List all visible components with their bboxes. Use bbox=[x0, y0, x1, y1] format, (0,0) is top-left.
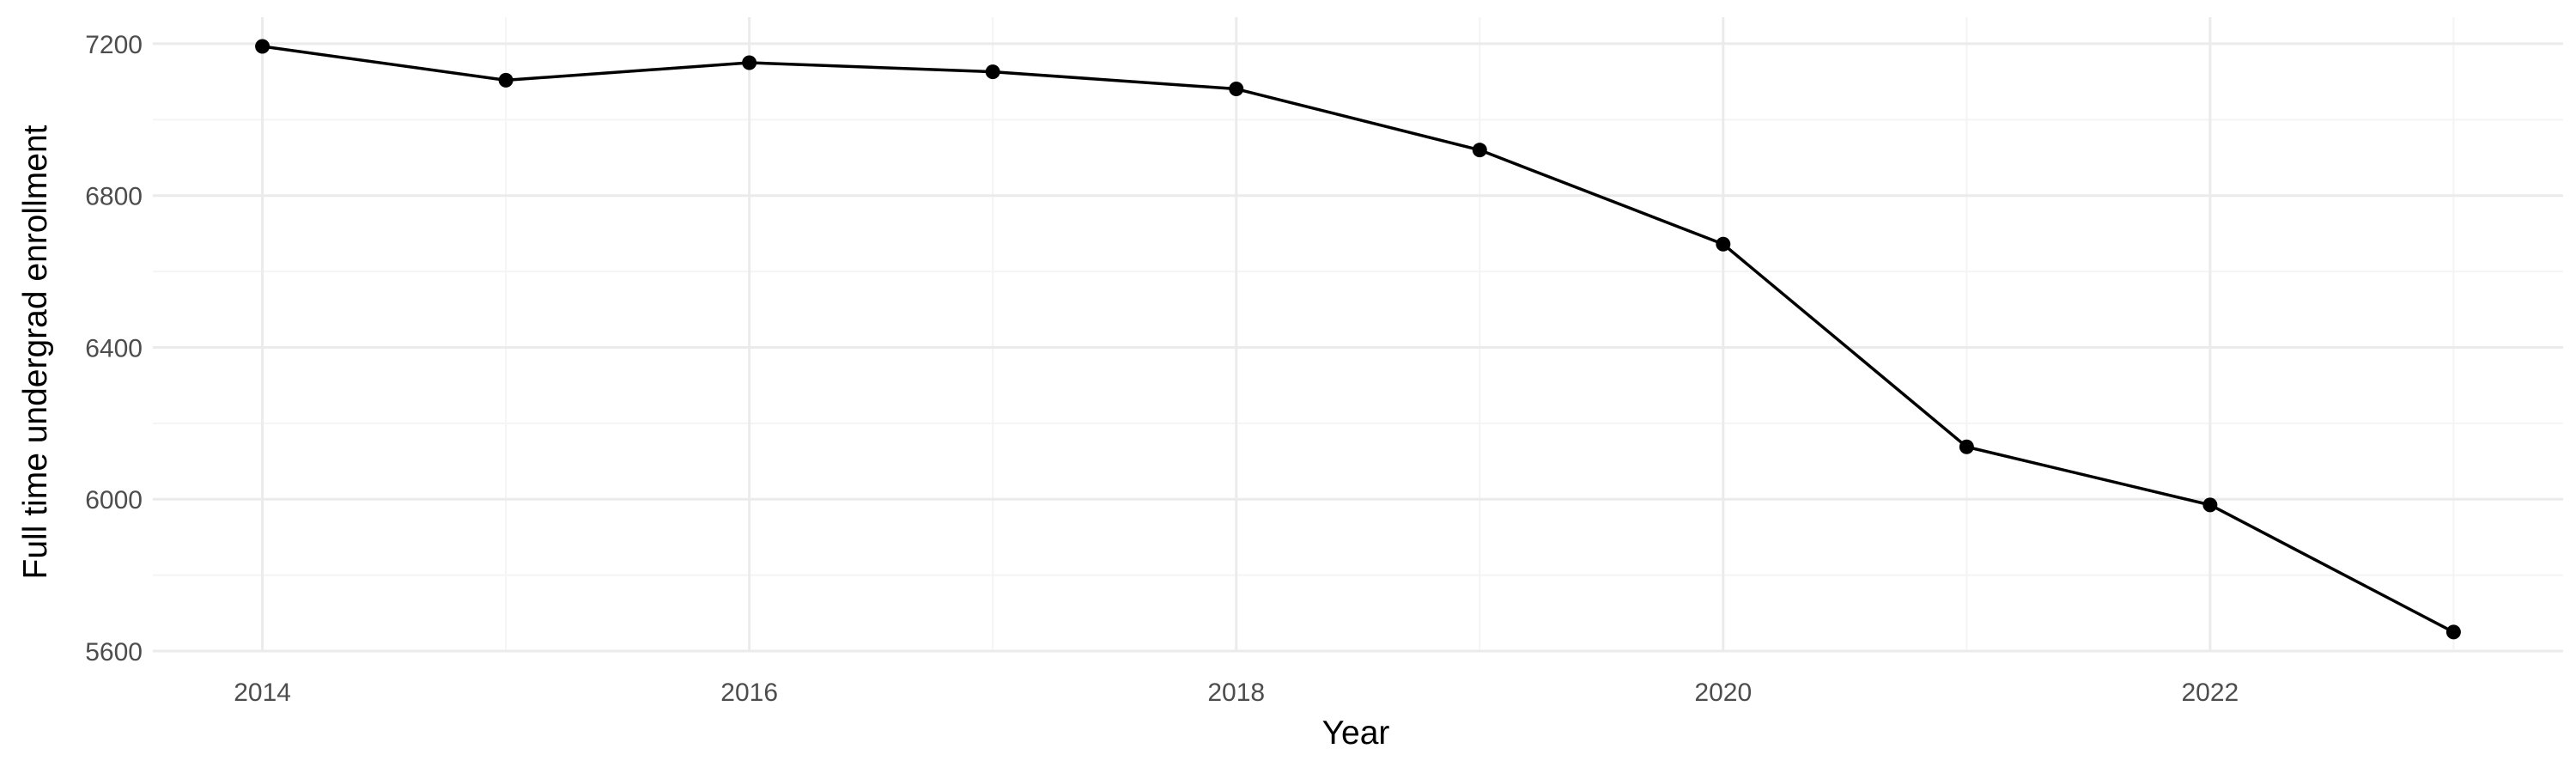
x-tick-label: 2016 bbox=[720, 679, 778, 707]
x-tick-label: 2022 bbox=[2181, 679, 2239, 707]
series-line bbox=[262, 45, 2455, 634]
x-tick-label: 2018 bbox=[1207, 679, 1265, 707]
data-point-2015 bbox=[498, 72, 513, 88]
minor-gridlines bbox=[153, 17, 2563, 651]
y-tick-label: 5600 bbox=[85, 638, 143, 666]
points-layer bbox=[255, 39, 2461, 640]
data-point-2016 bbox=[742, 55, 757, 70]
x-tick-labels: 2014 2016 2018 2020 2022 bbox=[234, 679, 2239, 707]
y-tick-label: 6800 bbox=[85, 183, 143, 211]
data-point-2022 bbox=[2202, 497, 2218, 513]
data-point-2020 bbox=[1716, 236, 1731, 252]
data-point-2018 bbox=[1229, 82, 1244, 97]
data-point-2017 bbox=[985, 64, 1000, 80]
data-point-2019 bbox=[1472, 143, 1487, 158]
x-tick-label: 2014 bbox=[234, 679, 291, 707]
y-tick-label: 6400 bbox=[85, 334, 143, 362]
x-tick-label: 2020 bbox=[1694, 679, 1752, 707]
y-tick-labels: 5600 6000 6400 6800 7200 bbox=[85, 31, 143, 666]
x-axis-title: Year bbox=[1322, 715, 1390, 752]
series-layer bbox=[262, 45, 2455, 634]
major-gridlines bbox=[153, 17, 2563, 653]
data-point-2014 bbox=[255, 39, 270, 54]
y-tick-label: 6000 bbox=[85, 486, 143, 514]
y-axis-title: Full time undergrad enrollment bbox=[17, 125, 54, 579]
data-point-2021 bbox=[1959, 439, 1974, 454]
data-point-2023 bbox=[2445, 624, 2461, 640]
y-tick-label: 7200 bbox=[85, 31, 143, 59]
